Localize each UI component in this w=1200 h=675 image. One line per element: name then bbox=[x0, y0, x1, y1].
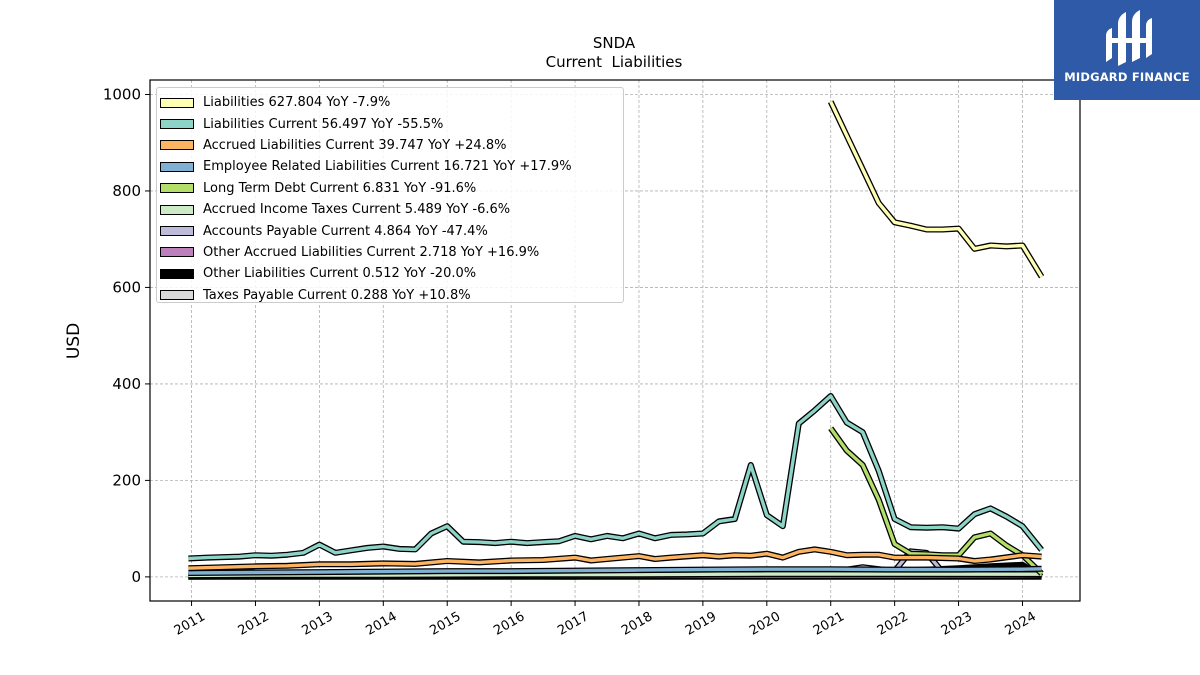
legend-item: Employee Related Liabilities Current 16.… bbox=[160, 156, 623, 177]
legend-label: Other Liabilities Current 0.512 YoY -20.… bbox=[203, 266, 477, 282]
y-tick-label: 600 bbox=[112, 278, 141, 296]
legend-item: Other Accrued Liabilities Current 2.718 … bbox=[160, 242, 623, 263]
x-tick-label: 2013 bbox=[300, 609, 336, 639]
series-outline bbox=[827, 100, 1045, 279]
legend-item: Liabilities Current 56.497 YoY -55.5% bbox=[160, 113, 623, 134]
legend-swatch bbox=[160, 119, 194, 130]
legend-label: Liabilities Current 56.497 YoY -55.5% bbox=[203, 116, 444, 132]
x-tick-label: 2020 bbox=[747, 609, 783, 639]
x-tick-label: 2022 bbox=[875, 609, 911, 639]
x-tick-label: 2018 bbox=[619, 609, 655, 639]
series-line bbox=[829, 427, 1043, 575]
legend-swatch bbox=[160, 183, 194, 194]
legend-item: Taxes Payable Current 0.288 YoY +10.8% bbox=[160, 285, 623, 306]
x-tick-label: 2023 bbox=[939, 609, 975, 639]
plot-frame bbox=[149, 79, 1081, 602]
legend-swatch bbox=[160, 140, 194, 151]
x-tick-label: 2019 bbox=[683, 609, 719, 639]
series-liabilities bbox=[827, 100, 1045, 279]
series-accrued-liabilities-current bbox=[188, 546, 1042, 572]
legend-label: Liabilities 627.804 YoY -7.9% bbox=[203, 95, 391, 111]
legend-label: Employee Related Liabilities Current 16.… bbox=[203, 159, 572, 175]
logo-mark-icon bbox=[1106, 10, 1152, 66]
series-line bbox=[188, 567, 1042, 575]
legend-swatch bbox=[160, 161, 194, 172]
legend-swatch bbox=[160, 290, 194, 301]
legend-swatch bbox=[160, 226, 194, 237]
series-outline bbox=[188, 393, 1044, 562]
legend-item: Accrued Liabilities Current 39.747 YoY +… bbox=[160, 135, 623, 156]
legend-item: Accounts Payable Current 4.864 YoY -47.4… bbox=[160, 220, 623, 241]
legend-item: Long Term Debt Current 6.831 YoY -91.6% bbox=[160, 178, 623, 199]
y-tick-label: 0 bbox=[131, 568, 141, 586]
y-tick-label: 1000 bbox=[103, 85, 141, 103]
series-line bbox=[188, 394, 1043, 561]
y-tick-label: 800 bbox=[112, 182, 141, 200]
series-layer bbox=[188, 100, 1045, 580]
legend-item: Accrued Income Taxes Current 5.489 YoY -… bbox=[160, 199, 623, 220]
legend-label: Long Term Debt Current 6.831 YoY -91.6% bbox=[203, 180, 477, 196]
x-tick-label: 2011 bbox=[172, 609, 208, 639]
x-tick-label: 2024 bbox=[1003, 609, 1039, 639]
chart-title: SNDA bbox=[593, 34, 636, 52]
legend-swatch bbox=[160, 247, 194, 258]
legend: Liabilities 627.804 YoY -7.9% Liabilities… bbox=[156, 87, 624, 303]
legend-swatch bbox=[160, 268, 194, 279]
x-tick-label: 2012 bbox=[236, 609, 272, 639]
midgard-finance-logo: MIDGARD FINANCE bbox=[1054, 0, 1200, 100]
x-tick-label: 2021 bbox=[811, 609, 847, 639]
series-line bbox=[829, 100, 1044, 278]
series-line bbox=[188, 547, 1042, 570]
legend-label: Taxes Payable Current 0.288 YoY +10.8% bbox=[203, 287, 471, 303]
y-axis-label: USD bbox=[64, 323, 84, 359]
legend-swatch bbox=[160, 97, 194, 108]
y-tick-label: 400 bbox=[112, 375, 141, 393]
legend-label: Accounts Payable Current 4.864 YoY -47.4… bbox=[203, 223, 488, 239]
legend-item: Other Liabilities Current 0.512 YoY -20.… bbox=[160, 263, 623, 284]
legend-label: Accrued Liabilities Current 39.747 YoY +… bbox=[203, 137, 507, 153]
x-tick-label: 2015 bbox=[427, 609, 463, 639]
logo-text: MIDGARD FINANCE bbox=[1064, 70, 1190, 84]
x-tick-label: 2016 bbox=[491, 609, 527, 639]
legend-label: Accrued Income Taxes Current 5.489 YoY -… bbox=[203, 202, 511, 218]
legend-item: Liabilities 627.804 YoY -7.9% bbox=[160, 92, 623, 113]
legend-label: Other Accrued Liabilities Current 2.718 … bbox=[203, 244, 540, 260]
series-long-term-debt-current bbox=[828, 426, 1044, 576]
legend-swatch bbox=[160, 204, 194, 215]
series-employee-related-liabilities-current bbox=[188, 565, 1042, 576]
chart-subtitle: Current Liabilities bbox=[546, 53, 683, 71]
x-tick-label: 2014 bbox=[363, 609, 399, 639]
x-tick-label: 2017 bbox=[555, 609, 591, 639]
series-liabilities-current bbox=[188, 393, 1044, 562]
y-tick-label: 200 bbox=[112, 471, 141, 489]
